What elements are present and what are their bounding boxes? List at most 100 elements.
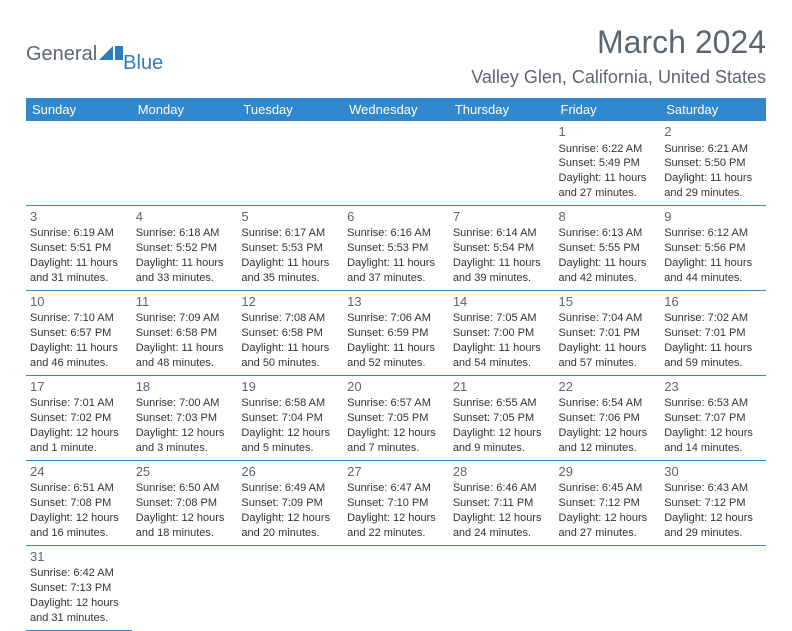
day-detail: Sunset: 7:12 PM (559, 496, 657, 511)
day-detail: Sunset: 6:58 PM (136, 326, 234, 341)
day-detail: Daylight: 12 hours (30, 426, 128, 441)
day-detail: Daylight: 11 hours (347, 341, 445, 356)
day-detail: Daylight: 11 hours (30, 256, 128, 271)
day-number: 31 (30, 548, 128, 566)
day-detail: Sunrise: 7:01 AM (30, 396, 128, 411)
day-detail: Sunrise: 6:49 AM (241, 481, 339, 496)
calendar-cell: 25Sunrise: 6:50 AMSunset: 7:08 PMDayligh… (132, 460, 238, 545)
day-detail: Sunset: 5:54 PM (453, 241, 551, 256)
calendar-cell: 8Sunrise: 6:13 AMSunset: 5:55 PMDaylight… (555, 205, 661, 290)
calendar-table: Sunday Monday Tuesday Wednesday Thursday… (26, 98, 766, 631)
calendar-row: 31Sunrise: 6:42 AMSunset: 7:13 PMDayligh… (26, 545, 766, 630)
calendar-cell: 18Sunrise: 7:00 AMSunset: 7:03 PMDayligh… (132, 375, 238, 460)
day-number: 16 (664, 293, 762, 311)
calendar-cell: 24Sunrise: 6:51 AMSunset: 7:08 PMDayligh… (26, 460, 132, 545)
day-detail: and 50 minutes. (241, 356, 339, 371)
day-detail: Sunrise: 6:54 AM (559, 396, 657, 411)
day-detail: Sunset: 7:02 PM (30, 411, 128, 426)
day-detail: Sunrise: 6:18 AM (136, 226, 234, 241)
day-detail: Sunrise: 6:57 AM (347, 396, 445, 411)
day-detail: and 59 minutes. (664, 356, 762, 371)
calendar-row: 3Sunrise: 6:19 AMSunset: 5:51 PMDaylight… (26, 205, 766, 290)
month-title: March 2024 (471, 24, 766, 61)
day-number: 18 (136, 378, 234, 396)
day-detail: Sunset: 5:52 PM (136, 241, 234, 256)
day-detail: Sunset: 7:06 PM (559, 411, 657, 426)
day-number: 24 (30, 463, 128, 481)
day-detail: Sunrise: 6:22 AM (559, 142, 657, 157)
day-detail: and 22 minutes. (347, 526, 445, 541)
day-detail: Daylight: 12 hours (136, 426, 234, 441)
day-detail: Sunset: 5:49 PM (559, 156, 657, 171)
day-number: 5 (241, 208, 339, 226)
day-detail: and 18 minutes. (136, 526, 234, 541)
day-detail: Sunset: 7:10 PM (347, 496, 445, 511)
calendar-cell (449, 121, 555, 205)
day-number: 1 (559, 123, 657, 141)
day-detail: and 29 minutes. (664, 526, 762, 541)
day-detail: Sunrise: 6:12 AM (664, 226, 762, 241)
day-detail: Daylight: 11 hours (559, 256, 657, 271)
day-number: 15 (559, 293, 657, 311)
weekday-header: Monday (132, 98, 238, 121)
weekday-header: Friday (555, 98, 661, 121)
calendar-cell (449, 545, 555, 630)
calendar-cell: 6Sunrise: 6:16 AMSunset: 5:53 PMDaylight… (343, 205, 449, 290)
day-number: 3 (30, 208, 128, 226)
day-detail: Sunset: 7:12 PM (664, 496, 762, 511)
day-detail: Sunrise: 6:13 AM (559, 226, 657, 241)
day-detail: Sunrise: 6:14 AM (453, 226, 551, 241)
day-detail: and 27 minutes. (559, 186, 657, 201)
calendar-row: 1Sunrise: 6:22 AMSunset: 5:49 PM Daylight… (26, 121, 766, 205)
calendar-cell (660, 545, 766, 630)
title-block: March 2024 Valley Glen, California, Unit… (471, 24, 766, 88)
day-detail: Daylight: 11 hours (241, 341, 339, 356)
logo: General Blue (26, 34, 163, 75)
day-detail: Sunset: 5:55 PM (559, 241, 657, 256)
day-detail: Sunset: 5:53 PM (347, 241, 445, 256)
day-detail: Sunrise: 6:21 AM (664, 142, 762, 157)
day-detail: Sunrise: 7:04 AM (559, 311, 657, 326)
day-detail: Sunrise: 6:51 AM (30, 481, 128, 496)
calendar-cell: 4Sunrise: 6:18 AMSunset: 5:52 PMDaylight… (132, 205, 238, 290)
calendar-cell: 1Sunrise: 6:22 AMSunset: 5:49 PMDaylight… (555, 121, 661, 205)
day-detail: Sunrise: 6:16 AM (347, 226, 445, 241)
day-detail: and 31 minutes. (30, 271, 128, 286)
calendar-body: 1Sunrise: 6:22 AMSunset: 5:49 PM Daylight… (26, 121, 766, 630)
day-detail: Sunset: 7:07 PM (664, 411, 762, 426)
day-number: 2 (664, 123, 762, 141)
day-number: 13 (347, 293, 445, 311)
day-detail: and 9 minutes. (453, 441, 551, 456)
calendar-cell: 26Sunrise: 6:49 AMSunset: 7:09 PMDayligh… (237, 460, 343, 545)
day-detail: Sunrise: 6:50 AM (136, 481, 234, 496)
calendar-cell: 5Sunrise: 6:17 AMSunset: 5:53 PMDaylight… (237, 205, 343, 290)
day-detail: Sunrise: 6:47 AM (347, 481, 445, 496)
calendar-cell (26, 121, 132, 205)
day-number: 20 (347, 378, 445, 396)
day-detail: Daylight: 12 hours (664, 426, 762, 441)
weekday-header: Sunday (26, 98, 132, 121)
day-detail: and 7 minutes. (347, 441, 445, 456)
calendar-cell: 17Sunrise: 7:01 AMSunset: 7:02 PMDayligh… (26, 375, 132, 460)
day-detail: and 35 minutes. (241, 271, 339, 286)
day-number: 29 (559, 463, 657, 481)
day-detail: Sunset: 7:05 PM (347, 411, 445, 426)
day-detail: Sunset: 7:09 PM (241, 496, 339, 511)
day-number: 28 (453, 463, 551, 481)
calendar-cell: 21Sunrise: 6:55 AMSunset: 7:05 PMDayligh… (449, 375, 555, 460)
day-detail: and 27 minutes. (559, 526, 657, 541)
day-number: 27 (347, 463, 445, 481)
day-detail: Daylight: 11 hours (664, 171, 762, 186)
day-number: 11 (136, 293, 234, 311)
calendar-cell: 14Sunrise: 7:05 AMSunset: 7:00 PMDayligh… (449, 290, 555, 375)
calendar-cell: 7Sunrise: 6:14 AMSunset: 5:54 PMDaylight… (449, 205, 555, 290)
calendar-cell: 30Sunrise: 6:43 AMSunset: 7:12 PMDayligh… (660, 460, 766, 545)
day-detail: Daylight: 12 hours (30, 511, 128, 526)
day-detail: and 48 minutes. (136, 356, 234, 371)
calendar-cell: 15Sunrise: 7:04 AMSunset: 7:01 PMDayligh… (555, 290, 661, 375)
day-number: 23 (664, 378, 762, 396)
day-detail: Sunrise: 6:42 AM (30, 566, 128, 581)
logo-icon (99, 46, 123, 64)
calendar-cell: 27Sunrise: 6:47 AMSunset: 7:10 PMDayligh… (343, 460, 449, 545)
weekday-header: Tuesday (237, 98, 343, 121)
